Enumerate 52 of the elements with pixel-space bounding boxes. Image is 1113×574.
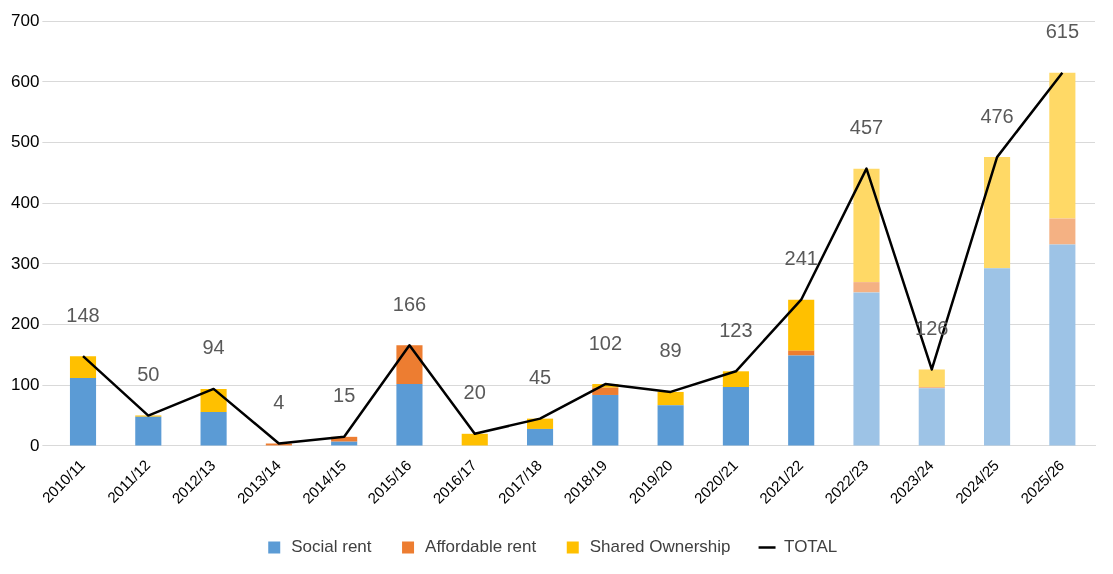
data-label: 15 [333, 384, 356, 407]
y-tick-label: 0 [29, 435, 40, 455]
bar [526, 428, 554, 446]
bar [853, 292, 880, 446]
bar [722, 387, 749, 446]
bar [200, 411, 227, 446]
y-tick-label: 100 [10, 374, 40, 394]
data-label: 89 [659, 339, 682, 362]
data-label: 148 [66, 303, 100, 326]
legend-label: TOTAL [784, 537, 838, 557]
bar [984, 157, 1011, 269]
bar [788, 350, 815, 356]
bar [984, 268, 1011, 446]
data-label: 94 [202, 336, 225, 359]
data-label: 123 [719, 318, 753, 341]
legend-label: Shared Ownership [589, 537, 731, 557]
bar [396, 384, 423, 446]
data-label: 102 [588, 331, 623, 354]
bar [461, 433, 488, 446]
data-label: 45 [528, 366, 552, 389]
bar [1049, 244, 1076, 446]
bar [657, 405, 684, 446]
y-tick-label: 300 [10, 253, 40, 273]
bar [1049, 72, 1076, 219]
legend-label: Affordable rent [425, 537, 537, 557]
bar [722, 371, 749, 388]
bar [853, 168, 880, 283]
legend-label: Social rent [291, 537, 372, 557]
data-label: 476 [980, 104, 1014, 127]
bar [592, 394, 619, 446]
data-label: 4 [273, 391, 285, 414]
data-label: 241 [784, 247, 818, 270]
bar [853, 282, 880, 293]
data-label: 20 [463, 381, 486, 404]
bar [657, 391, 684, 406]
bar [918, 369, 945, 388]
bar [918, 388, 945, 446]
y-tick-label: 700 [10, 10, 40, 30]
y-tick-label: 400 [10, 192, 40, 212]
y-tick-label: 600 [10, 71, 40, 91]
bar [788, 299, 815, 351]
y-tick-label: 200 [10, 314, 40, 334]
data-label: 166 [392, 292, 427, 315]
data-label: 457 [849, 116, 884, 139]
data-label: 615 [1045, 20, 1080, 43]
bar [1049, 218, 1076, 245]
bar [69, 377, 97, 446]
data-label: 50 [137, 363, 160, 386]
bar [69, 356, 97, 378]
bar [788, 355, 815, 446]
bar [135, 416, 162, 446]
y-tick-label: 500 [10, 132, 40, 152]
